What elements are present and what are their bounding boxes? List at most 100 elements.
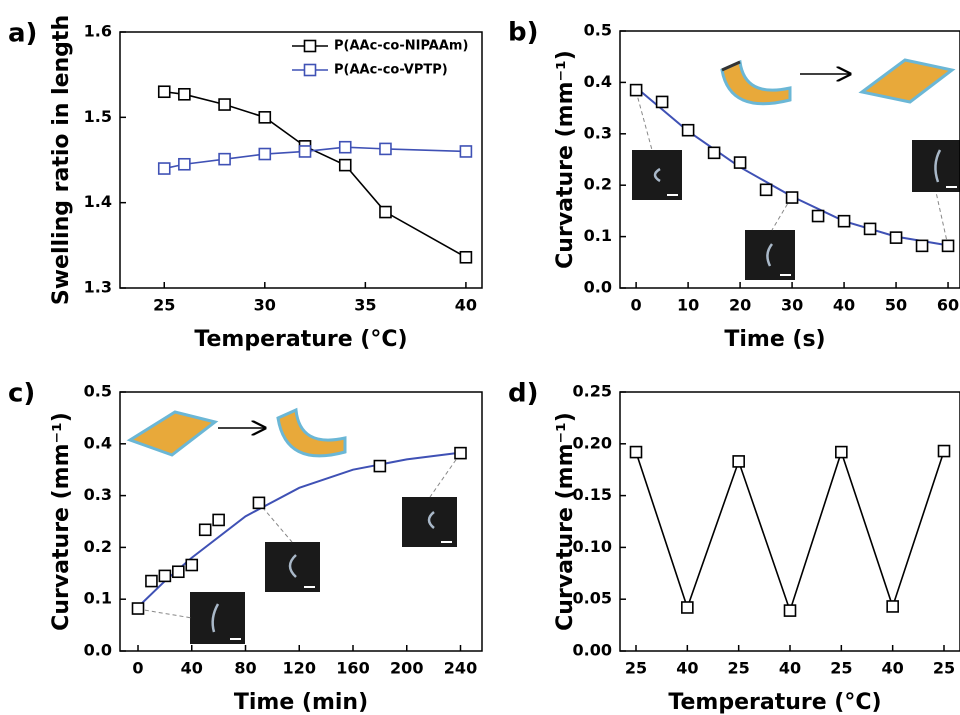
x-tick-label: 40: [181, 659, 203, 678]
y-tick-label: 0.0: [84, 641, 112, 660]
marker: [198, 523, 212, 537]
marker: [681, 123, 695, 137]
y-tick-label: 0.25: [573, 382, 612, 401]
y-axis-label: Curvature (mm⁻¹): [553, 50, 578, 269]
plot-frame: [119, 31, 483, 289]
marker: [379, 142, 392, 156]
y-tick-label: 0.15: [573, 485, 612, 504]
x-tick-label: 40: [882, 659, 904, 678]
x-tick-label: 40: [455, 296, 477, 315]
marker: [915, 239, 929, 253]
plot-frame: [119, 391, 483, 652]
marker: [178, 87, 191, 101]
marker: [218, 98, 231, 111]
marker: [811, 209, 825, 223]
inset-connectors: [137, 90, 949, 619]
marker: [185, 558, 199, 572]
marker: [863, 222, 877, 236]
marker: [258, 147, 272, 161]
marker: [886, 600, 899, 613]
y-tick-label: 0.2: [584, 175, 612, 194]
marker: [941, 239, 955, 253]
legend-label: P(AAc-co-NIPAAm): [334, 39, 468, 54]
y-tick-label: 0.0: [584, 278, 612, 297]
y-tick-label: 1.6: [84, 22, 112, 41]
x-tick-label: 50: [885, 296, 907, 315]
x-tick-label: 240: [444, 659, 477, 678]
marker: [218, 152, 231, 166]
x-tick-label: 40: [676, 659, 698, 678]
y-tick-label: 0.10: [573, 537, 612, 556]
x-axis-label: Time (s): [724, 327, 825, 352]
x-tick-label: 0: [132, 659, 143, 678]
y-tick-label: 0.2: [84, 537, 112, 556]
x-tick-label: 25: [830, 659, 852, 678]
x-tick-label: 40: [833, 296, 855, 315]
series-line: [164, 90, 467, 258]
x-tick-label: 10: [677, 296, 699, 315]
marker: [212, 513, 225, 527]
x-tick-label: 30: [781, 296, 803, 315]
marker: [837, 214, 851, 228]
legend-label: P(AAc-co-VPTP): [334, 63, 448, 78]
y-axis-label: Curvature (mm⁻¹): [49, 412, 74, 631]
y-tick-label: 0.3: [84, 485, 112, 504]
marker: [733, 156, 747, 169]
marker: [131, 602, 145, 615]
panel-label: a): [8, 19, 37, 49]
x-tick-label: 30: [254, 296, 276, 315]
x-tick-label: 25: [625, 659, 647, 678]
marker: [732, 455, 745, 468]
y-tick-label: 1.5: [84, 107, 112, 126]
x-tick-label: 25: [153, 296, 175, 315]
inset-images: [190, 140, 960, 644]
marker: [157, 162, 171, 175]
marker: [454, 446, 467, 460]
y-tick-label: 1.3: [84, 278, 112, 297]
legend-marker: [303, 39, 317, 53]
y-tick-label: 0.4: [584, 72, 612, 91]
marker: [298, 145, 312, 158]
inset-scalebars: [230, 186, 957, 640]
marker: [178, 157, 191, 171]
marker: [629, 445, 643, 459]
y-tick-label: 0.05: [573, 589, 612, 608]
x-axis-label: Temperature (°C): [668, 690, 881, 715]
x-tick-label: 200: [390, 659, 423, 678]
marker: [889, 231, 903, 244]
y-tick-label: 0.00: [573, 641, 612, 660]
marker: [252, 496, 266, 510]
marker: [172, 565, 185, 579]
marker: [707, 146, 721, 160]
y-tick-label: 0.20: [573, 433, 612, 452]
x-tick-label: 80: [234, 659, 256, 678]
x-tick-label: 35: [354, 296, 376, 315]
fit-curve: [635, 86, 949, 247]
legend-marker: [303, 63, 317, 77]
marker: [338, 140, 352, 154]
marker: [379, 205, 392, 219]
marker: [338, 158, 352, 172]
y-axis-label: Swelling ratio in length: [49, 15, 74, 305]
x-tick-label: 40: [779, 659, 801, 678]
marker: [157, 85, 171, 99]
marker: [459, 145, 473, 158]
x-tick-label: 20: [729, 296, 751, 315]
marker: [835, 445, 848, 459]
marker: [258, 111, 272, 124]
schematic-icons: [126, 58, 956, 458]
marker: [783, 604, 797, 617]
x-tick-label: 25: [933, 659, 955, 678]
marker: [373, 459, 387, 473]
marker: [655, 95, 669, 109]
y-tick-label: 0.5: [584, 21, 612, 40]
panel-label: c): [8, 379, 35, 409]
x-tick-label: 120: [283, 659, 316, 678]
plot-frame: [619, 30, 960, 289]
y-tick-label: 0.3: [584, 123, 612, 142]
marker: [937, 444, 951, 458]
panel-label: b): [508, 18, 539, 48]
x-tick-label: 160: [336, 659, 369, 678]
inset-strips: [211, 149, 942, 633]
